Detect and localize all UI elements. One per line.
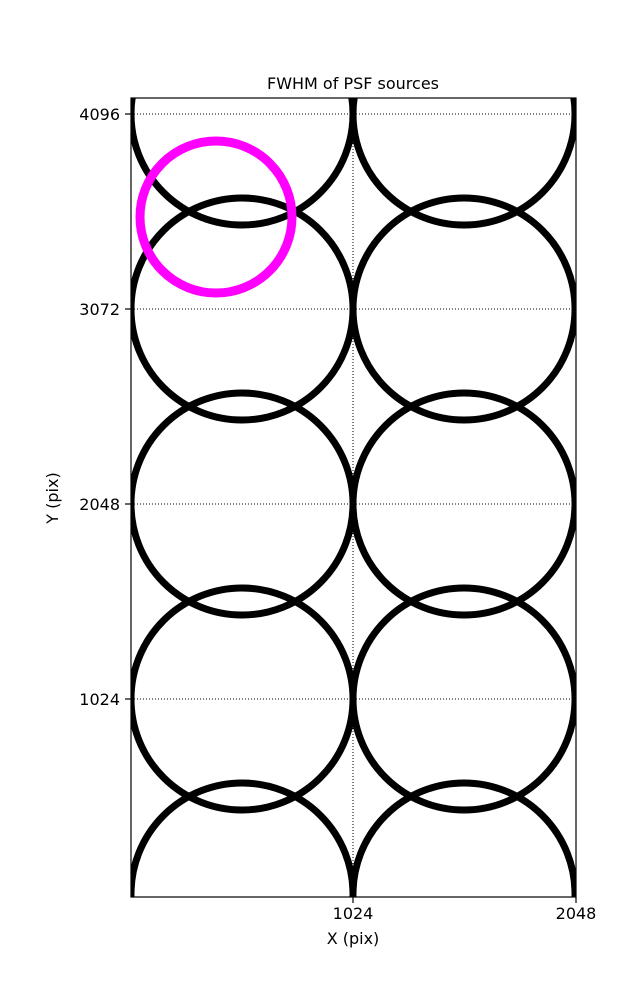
x-tick-label-1024: 1024 <box>333 904 374 923</box>
x-tick-marks <box>352 897 577 903</box>
highlighted-psf-circle <box>135 136 297 298</box>
y-tick-label-3072: 3072 <box>79 300 120 319</box>
psf-circle <box>349 194 576 424</box>
y-tick-marks <box>125 113 131 700</box>
psf-circle <box>349 389 576 619</box>
x-tick-label-2048: 2048 <box>556 904 597 923</box>
psf-circle <box>349 98 576 229</box>
y-tick-label-1024: 1024 <box>79 690 120 709</box>
psf-circle <box>349 584 576 814</box>
y-tick-label-2048: 2048 <box>79 495 120 514</box>
psf-source-markers <box>131 98 576 897</box>
x-axis-label: X (pix) <box>327 929 380 948</box>
y-axis-label: Y (pix) <box>43 472 62 524</box>
y-tick-label-4096: 4096 <box>79 105 120 124</box>
page-title: FWHM of PSF sources <box>267 74 439 93</box>
psf-circle <box>349 779 576 897</box>
